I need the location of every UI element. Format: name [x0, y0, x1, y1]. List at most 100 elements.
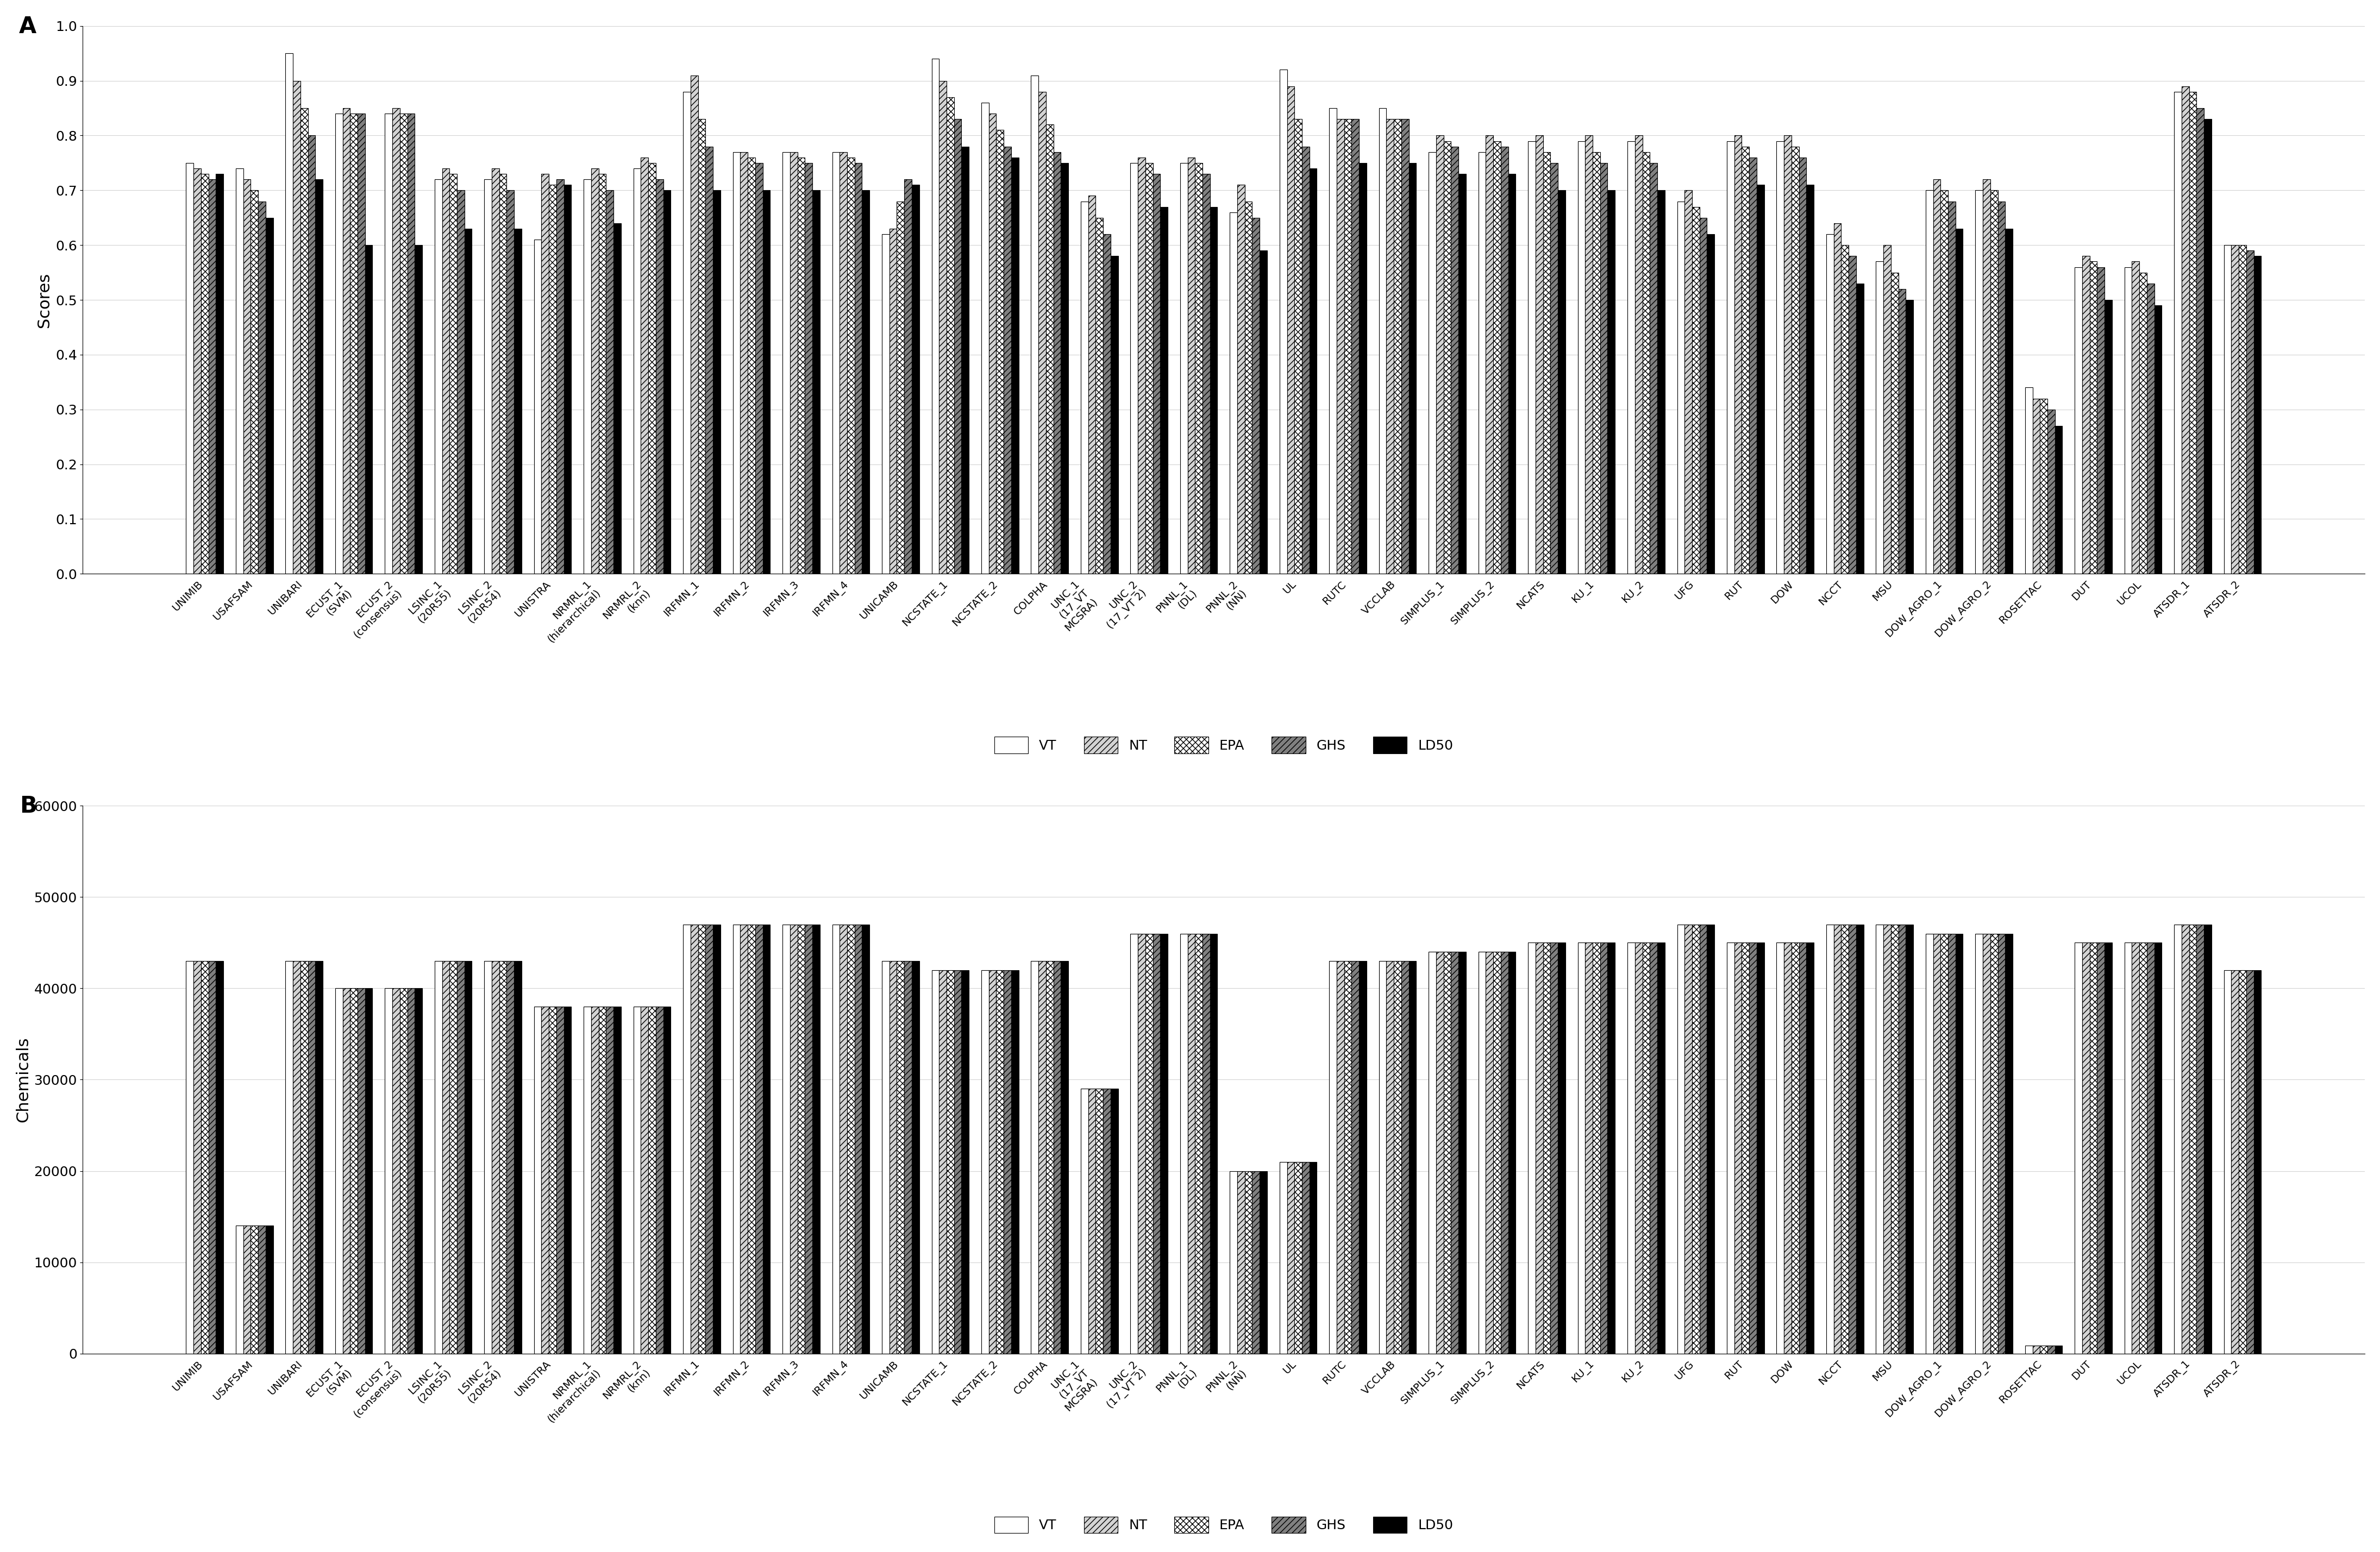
Bar	[1890, 925, 1899, 1353]
Bar	[1906, 300, 1914, 574]
Bar	[2132, 262, 2140, 574]
Bar	[200, 961, 209, 1353]
Bar	[2047, 410, 2054, 574]
Bar	[1549, 163, 1559, 574]
Bar	[762, 191, 771, 574]
Bar	[2040, 399, 2047, 574]
Legend: VT, NT, EPA, GHS, LD50: VT, NT, EPA, GHS, LD50	[988, 1512, 1459, 1538]
Bar	[1111, 1090, 1119, 1353]
Bar	[1209, 934, 1219, 1353]
Bar	[267, 217, 274, 574]
Bar	[250, 191, 257, 574]
Bar	[804, 925, 812, 1353]
Bar	[1302, 146, 1309, 574]
Bar	[357, 989, 364, 1353]
Bar	[393, 989, 400, 1353]
Bar	[754, 163, 762, 574]
Bar	[1756, 942, 1764, 1353]
Bar	[1252, 1170, 1259, 1353]
Bar	[1202, 934, 1209, 1353]
Bar	[1706, 925, 1714, 1353]
Bar	[1012, 970, 1019, 1353]
Bar	[514, 228, 521, 574]
Bar	[1642, 152, 1649, 574]
Bar	[783, 925, 790, 1353]
Bar	[1081, 1090, 1088, 1353]
Bar	[647, 1007, 657, 1353]
Bar	[1111, 256, 1119, 574]
Bar	[1983, 180, 1990, 574]
Bar	[1252, 217, 1259, 574]
Bar	[1692, 925, 1699, 1353]
Bar	[1395, 961, 1402, 1353]
Bar	[714, 191, 721, 574]
Bar	[1628, 942, 1635, 1353]
Bar	[1180, 934, 1188, 1353]
Bar	[1592, 152, 1599, 574]
Bar	[1031, 74, 1038, 574]
Bar	[407, 989, 414, 1353]
Bar	[1095, 1090, 1102, 1353]
Bar	[600, 1007, 607, 1353]
Bar	[847, 157, 854, 574]
Bar	[2154, 306, 2161, 574]
Bar	[1933, 180, 1940, 574]
Bar	[1635, 942, 1642, 1353]
Bar	[740, 925, 747, 1353]
Bar	[747, 157, 754, 574]
Bar	[1295, 120, 1302, 574]
Bar	[2254, 970, 2261, 1353]
Bar	[2104, 942, 2111, 1353]
Bar	[1528, 942, 1535, 1353]
Bar	[314, 961, 324, 1353]
Bar	[1445, 951, 1452, 1353]
Bar	[1238, 185, 1245, 574]
Bar	[357, 113, 364, 574]
Bar	[1459, 174, 1466, 574]
Bar	[557, 180, 564, 574]
Bar	[583, 1007, 590, 1353]
Bar	[1004, 970, 1012, 1353]
Bar	[664, 191, 671, 574]
Bar	[1378, 961, 1388, 1353]
Bar	[2232, 245, 2240, 574]
Bar	[762, 925, 771, 1353]
Bar	[2125, 942, 2132, 1353]
Bar	[2025, 388, 2033, 574]
Bar	[1990, 191, 1997, 574]
Bar	[1685, 925, 1692, 1353]
Bar	[2223, 245, 2232, 574]
Bar	[1038, 92, 1045, 574]
Bar	[1749, 157, 1756, 574]
Bar	[2254, 256, 2261, 574]
Bar	[2175, 92, 2182, 574]
Bar	[1728, 942, 1735, 1353]
Bar	[2090, 942, 2097, 1353]
Bar	[2082, 942, 2090, 1353]
Bar	[564, 1007, 571, 1353]
Bar	[783, 152, 790, 574]
Bar	[2033, 399, 2040, 574]
Bar	[364, 245, 374, 574]
Bar	[633, 1007, 640, 1353]
Bar	[683, 925, 690, 1353]
Bar	[507, 191, 514, 574]
Bar	[186, 961, 193, 1353]
Bar	[483, 180, 493, 574]
Bar	[2097, 267, 2104, 574]
Bar	[2006, 934, 2013, 1353]
Bar	[1230, 213, 1238, 574]
Bar	[1535, 942, 1542, 1353]
Bar	[664, 1007, 671, 1353]
Bar	[954, 120, 962, 574]
Bar	[1933, 934, 1940, 1353]
Bar	[1642, 942, 1649, 1353]
Bar	[647, 163, 657, 574]
Bar	[2090, 262, 2097, 574]
Bar	[1259, 250, 1266, 574]
Bar	[1388, 961, 1395, 1353]
Bar	[1081, 202, 1088, 574]
Bar	[564, 185, 571, 574]
Bar	[1102, 1090, 1111, 1353]
Bar	[1280, 1162, 1288, 1353]
